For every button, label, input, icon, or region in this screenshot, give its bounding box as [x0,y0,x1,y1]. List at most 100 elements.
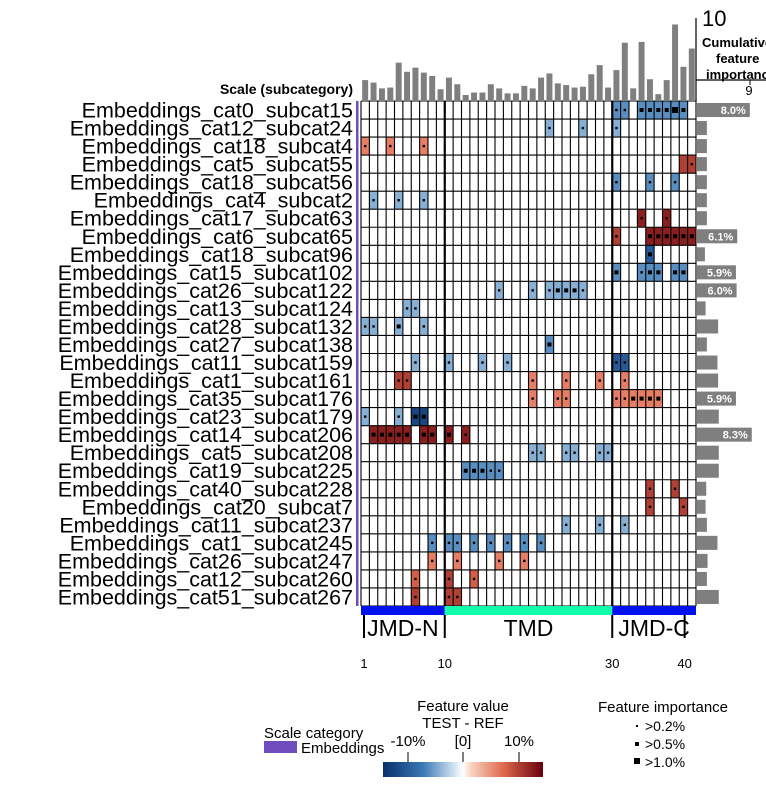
cumulative-bar-25 [697,553,708,568]
importance-marker-r5-c5 [397,198,400,202]
row-label-0: Embeddings_cat0_subcat15 [82,99,353,123]
importance-marker-r25-c17 [497,559,501,563]
cumulative-bar-27 [697,589,719,604]
cumulative-bar-4 [697,175,707,190]
legend-category-swatch [264,741,297,753]
importance-marker-r13-c23 [547,342,552,347]
row-label-27: Embeddings_cat51_subcat267 [58,585,353,609]
importance-marker-r24-c11 [447,541,451,545]
importance-marker-r15-c25 [564,379,568,382]
importance-marker-r9-c36 [656,270,661,275]
row-label-3: Embeddings_cat5_subcat55 [82,153,353,177]
position-bar-22 [538,77,545,100]
importance-marker-r16-c36 [656,396,661,401]
position-bar-34 [638,41,645,100]
row-label-22: Embeddings_cat20_subcat7 [82,495,353,519]
y-axis-title: Scale (subcategory) [220,81,353,97]
importance-marker-r24-c22 [539,541,543,545]
cumulative-label-10: 6.0% [708,285,733,297]
importance-marker-r16-c21 [531,397,534,400]
importance-marker-r25-c12 [456,559,459,563]
position-bar-28 [588,74,595,100]
importance-marker-r12-c2 [372,325,375,328]
position-bar-18 [504,93,511,100]
importance-marker-r18-c2 [371,432,376,437]
position-bar-20 [521,85,528,100]
importance-marker-r5-c2 [372,198,375,202]
cumulative-bar-7 [697,229,738,244]
cumulative-bar-19 [697,445,719,460]
importance-marker-r24-c20 [523,541,526,545]
importance-marker-r4-c35 [648,180,652,184]
cumulative-bar-9 [697,265,736,280]
position-importance-bars [362,24,695,100]
position-bar-9 [429,75,436,100]
cumulative-axis-title-3: importance [706,67,766,82]
position-bar-2 [370,82,377,100]
importance-marker-r23-c25 [564,523,568,527]
position-bar-37 [663,80,670,100]
row-label-1: Embeddings_cat12_subcat24 [70,117,353,141]
cell-r3-c39 [679,155,688,174]
heatmap-cells [361,101,696,606]
importance-marker-r15-c32 [623,379,627,382]
importance-marker-r0-c35 [647,108,652,113]
legend-category-label: Embeddings [301,740,384,757]
segment-bar-1 [444,606,613,615]
position-bar-4 [387,87,394,100]
importance-marker-r14-c15 [481,361,484,364]
position-bar-21 [529,88,536,100]
importance-marker-r18-c11 [446,432,451,437]
position-bar-12 [454,84,461,100]
cumulative-bar-24 [697,535,718,550]
row-label-9: Embeddings_cat15_subcat102 [58,261,353,285]
cumulative-bar-1 [697,121,707,136]
cumulative-bar-14 [697,355,718,370]
legend-scale-category: Scale category Embeddings [264,725,384,757]
legend-importance-label-small: >0.2% [645,718,685,734]
cumulative-bar-17 [697,409,719,424]
importance-marker-r23-c32 [623,523,627,527]
importance-marker-r14-c18 [506,361,509,364]
cumulative-bar-0 [697,103,750,118]
position-tick-label-0: 1 [360,656,367,671]
scale-category-strip [356,101,359,606]
importance-marker-r15-c21 [531,379,534,382]
importance-marker-r16-c34 [639,396,644,401]
importance-marker-r7-c36 [656,234,661,239]
importance-marker-r10-c24 [555,288,560,293]
importance-marker-r17-c1 [363,415,367,418]
importance-marker-r26-c7 [414,577,417,581]
importance-marker-r18-c9 [430,432,435,437]
importance-marker-r19-c22 [539,451,543,454]
position-bar-33 [630,88,637,100]
cumulative-label-9: 5.9% [707,267,732,279]
importance-marker-r0-c34 [639,108,644,113]
row-label-10: Embeddings_cat26_subcat122 [58,279,353,303]
importance-marker-r24-c9 [430,541,434,545]
position-bar-14 [471,92,478,100]
position-bar-8 [420,72,427,100]
importance-marker-r24-c12 [456,541,459,545]
importance-marker-r19-c21 [531,451,534,454]
position-bar-15 [479,92,486,100]
importance-marker-r10-c26 [572,288,577,293]
cumulative-bar-10 [697,283,737,298]
importance-marker-r9-c39 [681,270,686,275]
importance-marker-r19-c25 [564,451,568,454]
row-label-23: Embeddings_cat11_subcat237 [59,513,353,537]
importance-marker-r10-c27 [581,289,585,292]
position-bar-32 [621,42,628,100]
position-bar-31 [613,70,620,100]
legend-importance-title: Feature importance [598,699,728,716]
importance-marker-r12-c8 [422,325,426,328]
cumulative-axis-title-2: feature [716,51,759,66]
importance-marker-r15-c6 [405,379,409,382]
legend-feature-importance: Feature importance >0.2% >0.5% >1.0% [598,699,728,770]
position-bar-26 [571,87,578,100]
importance-marker-r6-c34 [640,217,643,220]
position-bar-7 [412,67,419,100]
legend-importance-label-large: >1.0% [645,754,685,770]
cumulative-bar-5 [697,193,707,208]
importance-marker-r7-c40 [689,234,694,239]
